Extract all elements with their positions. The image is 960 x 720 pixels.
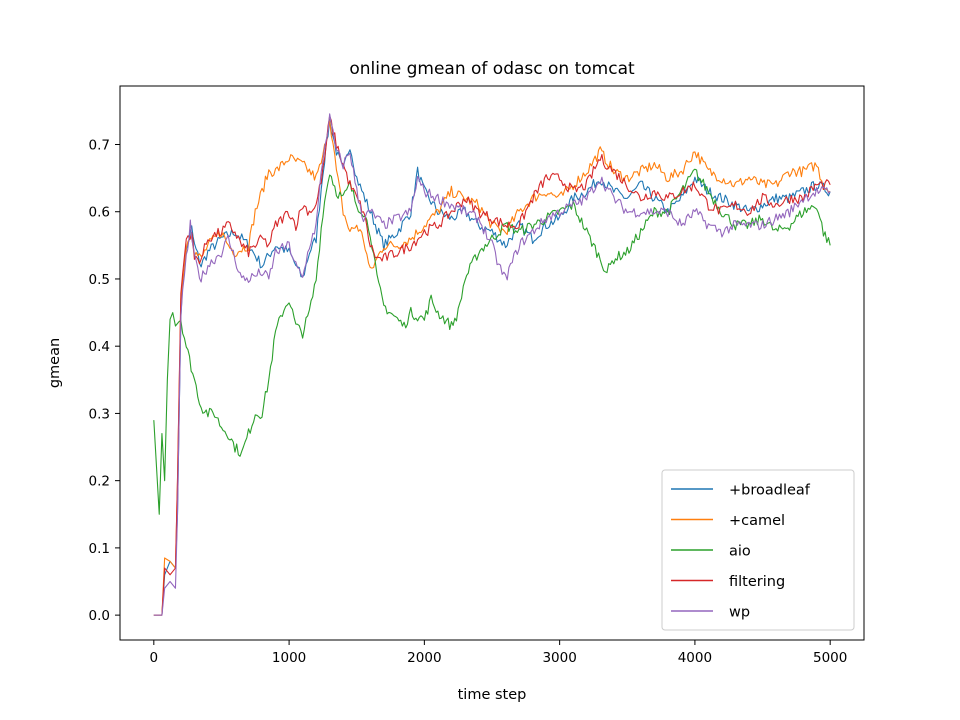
y-tick-label: 0.5 — [89, 272, 110, 288]
plot-frame — [119, 85, 865, 641]
chart-title: online gmean of odasc on tomcat — [349, 59, 635, 79]
y-tick-label: 0.6 — [89, 205, 110, 221]
legend-box — [661, 469, 855, 631]
y-axis-label: gmean — [47, 338, 63, 388]
y-tick-label: 0.7 — [89, 137, 110, 153]
y-tick-label: 0.1 — [89, 541, 110, 557]
y-tick-label: 0.2 — [89, 474, 110, 490]
legend-label-4: wp — [729, 605, 750, 621]
x-tick-label: 3000 — [542, 650, 576, 666]
series-line-0 — [153, 118, 831, 616]
x-axis: 0 1000 2000 3000 4000 5000 — [150, 640, 847, 666]
legend-label-0: +broadleaf — [729, 483, 811, 499]
x-axis-label: time step — [458, 687, 527, 703]
x-tick-label: 5000 — [813, 650, 847, 666]
series-lines — [153, 113, 831, 616]
legend-label-1: +camel — [729, 513, 785, 529]
y-tick-label: 0.0 — [89, 608, 110, 624]
legend-label-2: aio — [729, 544, 751, 560]
legend: +broadleaf +camel aio filtering wp — [661, 469, 855, 631]
y-tick-label: 0.4 — [89, 339, 110, 355]
x-tick-label: 2000 — [407, 650, 441, 666]
y-tick-label: 0.3 — [89, 406, 110, 422]
x-tick-label: 0 — [150, 650, 159, 666]
series-line-4 — [153, 113, 831, 616]
series-line-3 — [153, 115, 831, 616]
x-tick-label: 1000 — [272, 650, 306, 666]
x-tick-label: 4000 — [678, 650, 712, 666]
legend-label-3: filtering — [729, 574, 785, 590]
y-axis: 0.0 0.1 0.2 0.3 0.4 0.5 0.6 0.7 — [89, 137, 120, 624]
